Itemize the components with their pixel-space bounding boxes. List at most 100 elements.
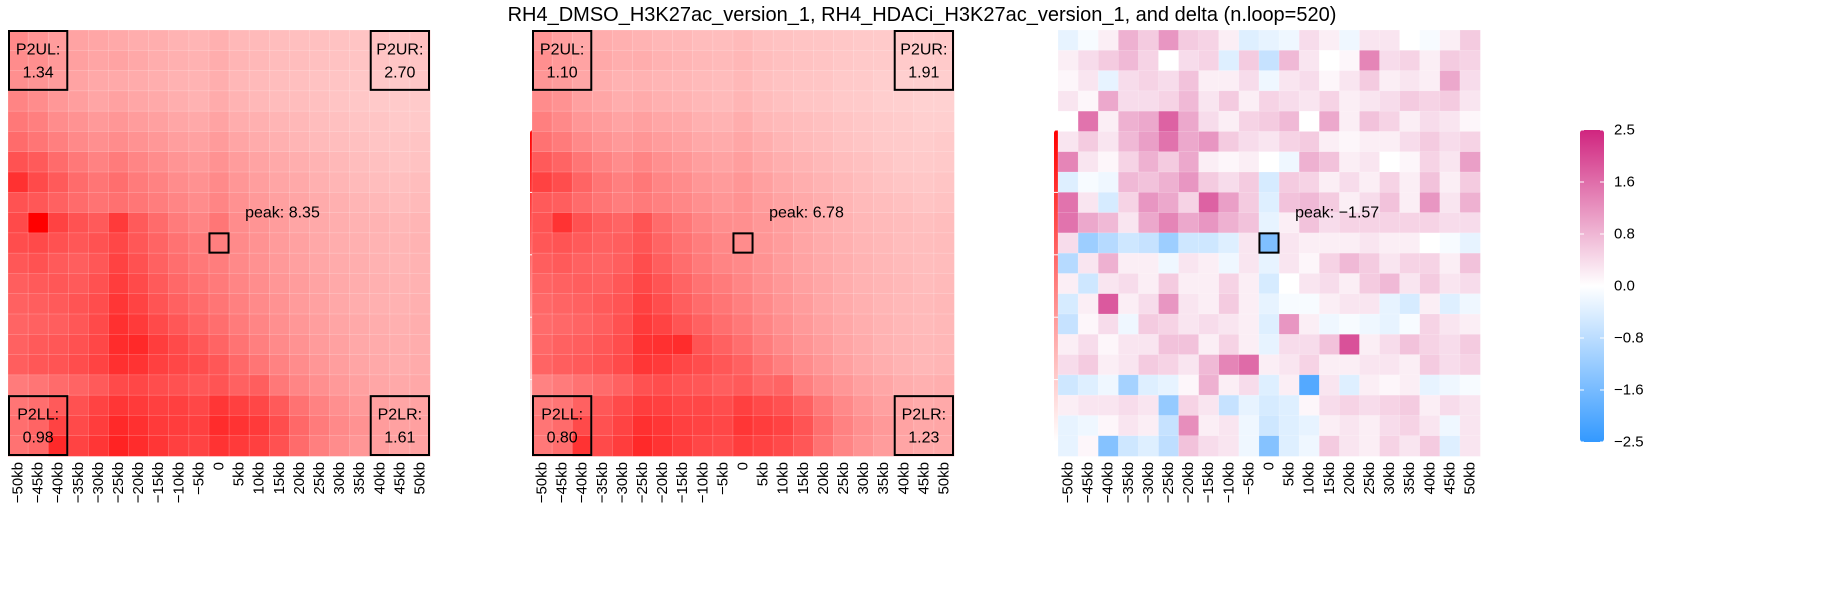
heatmap-cell: [531, 374, 553, 396]
heatmap-cell: [752, 29, 774, 51]
heatmap-cell: [792, 29, 814, 51]
heatmap-cell: [933, 90, 955, 112]
heatmap-cell: [893, 151, 915, 173]
heatmap-cell: [612, 50, 634, 72]
heatmap-cell: [853, 29, 875, 51]
heatmap-cell: [632, 394, 654, 417]
heatmap-cell: [672, 354, 694, 376]
colorbar-tick-label: −0.8: [1614, 330, 1644, 347]
heatmap-cell: [27, 110, 49, 133]
heatmap-cell: [692, 374, 714, 396]
heatmap-cell: [813, 110, 835, 133]
heatmap-cell: [208, 273, 230, 295]
heatmap-cell: [792, 435, 814, 457]
heatmap-cell: [208, 29, 230, 51]
heatmap-cell: [1138, 252, 1160, 275]
heatmap-cell: [1077, 334, 1099, 356]
heatmap-cell: [188, 252, 210, 275]
corner-value-lr: 1.23: [908, 430, 939, 447]
heatmap-cell: [531, 110, 553, 133]
heatmap-cell: [732, 415, 754, 437]
heatmap-cell: [752, 90, 774, 112]
x-tick-label: 50kb: [1461, 462, 1478, 495]
heatmap-cell: [349, 232, 371, 254]
heatmap-cell: [389, 334, 411, 356]
heatmap-cell: [1178, 293, 1200, 315]
heatmap-cell: [592, 29, 614, 51]
heatmap-cell: [248, 90, 270, 112]
heatmap-cell: [1399, 70, 1421, 92]
heatmap-cell: [1138, 313, 1160, 335]
heatmap-cell: [1057, 273, 1079, 295]
heatmap-cell: [571, 354, 593, 376]
heatmap-cell: [168, 415, 190, 437]
heatmap-cell: [289, 354, 311, 376]
heatmap-cell: [672, 273, 694, 295]
heatmap-cell: [571, 374, 593, 396]
heatmap-cell: [47, 273, 69, 295]
heatmap-cell: [551, 90, 573, 112]
heatmap-cell: [813, 435, 835, 457]
heatmap-cell: [1198, 50, 1220, 72]
heatmap-cell: [672, 110, 694, 133]
heatmap-cell: [632, 70, 654, 92]
heatmap-cell: [148, 192, 170, 214]
heatmap-cell: [792, 171, 814, 193]
heatmap-cell: [933, 293, 955, 315]
heatmap-cell: [1198, 192, 1220, 214]
heatmap-cell: [1339, 354, 1361, 376]
heatmap-cell: [652, 273, 674, 295]
heatmap-cell: [1238, 110, 1260, 133]
heatmap-cell: [692, 131, 714, 153]
heatmap-cell: [672, 313, 694, 335]
x-tick-label: −20kb: [1180, 462, 1197, 503]
heatmap-cell: [409, 192, 431, 214]
heatmap-cell: [833, 415, 855, 437]
heatmap-cell: [531, 131, 553, 153]
heatmap-cell: [873, 374, 895, 396]
heatmap-cell: [652, 171, 674, 193]
heatmap-cell: [1399, 131, 1421, 153]
heatmap-cell: [1118, 110, 1140, 133]
x-tick-label: −45kb: [554, 462, 571, 503]
heatmap-cell: [208, 293, 230, 315]
heatmap-cell: [7, 273, 29, 295]
heatmap-cell: [68, 232, 90, 254]
heatmap-cell: [1138, 192, 1160, 214]
heatmap-cell: [1138, 50, 1160, 72]
heatmap-cell: [1258, 70, 1280, 92]
heatmap-cell: [833, 354, 855, 376]
heatmap-cell: [309, 354, 331, 376]
heatmap-cell: [1298, 334, 1320, 356]
corner-value-ul: 1.10: [547, 64, 578, 81]
heatmap-cell: [47, 131, 69, 153]
heatmap-cell: [248, 252, 270, 275]
heatmap-cell: [148, 415, 170, 437]
heatmap-cell: [531, 252, 553, 275]
heatmap-cell: [148, 293, 170, 315]
heatmap-cell: [1118, 394, 1140, 417]
heatmap-cell: [1379, 192, 1401, 214]
heatmap-cell: [1419, 435, 1441, 457]
heatmap-cell: [1318, 374, 1340, 396]
heatmap-cell: [672, 435, 694, 457]
heatmap-cell: [1339, 50, 1361, 72]
heatmap-cell: [652, 354, 674, 376]
figure-title: RH4_DMSO_H3K27ac_version_1, RH4_HDACi_H3…: [508, 4, 1337, 26]
heatmap-cell: [409, 252, 431, 275]
colorbar-tick-label: 2.5: [1614, 122, 1635, 139]
heatmap-cell: [1459, 110, 1481, 133]
heatmap-cell: [1359, 415, 1381, 437]
heatmap-cell: [1258, 273, 1280, 295]
heatmap-cell: [571, 151, 593, 173]
heatmap-cell: [592, 70, 614, 92]
heatmap-cell: [369, 151, 391, 173]
x-tick-label: 25kb: [835, 462, 852, 495]
heatmap-cell: [349, 171, 371, 193]
heatmap-cell: [752, 415, 774, 437]
heatmap-cell: [853, 151, 875, 173]
heatmap-cell: [853, 131, 875, 153]
x-tick-label: −25kb: [634, 462, 651, 503]
heatmap-cell: [1097, 374, 1119, 396]
heatmap-cell: [551, 131, 573, 153]
